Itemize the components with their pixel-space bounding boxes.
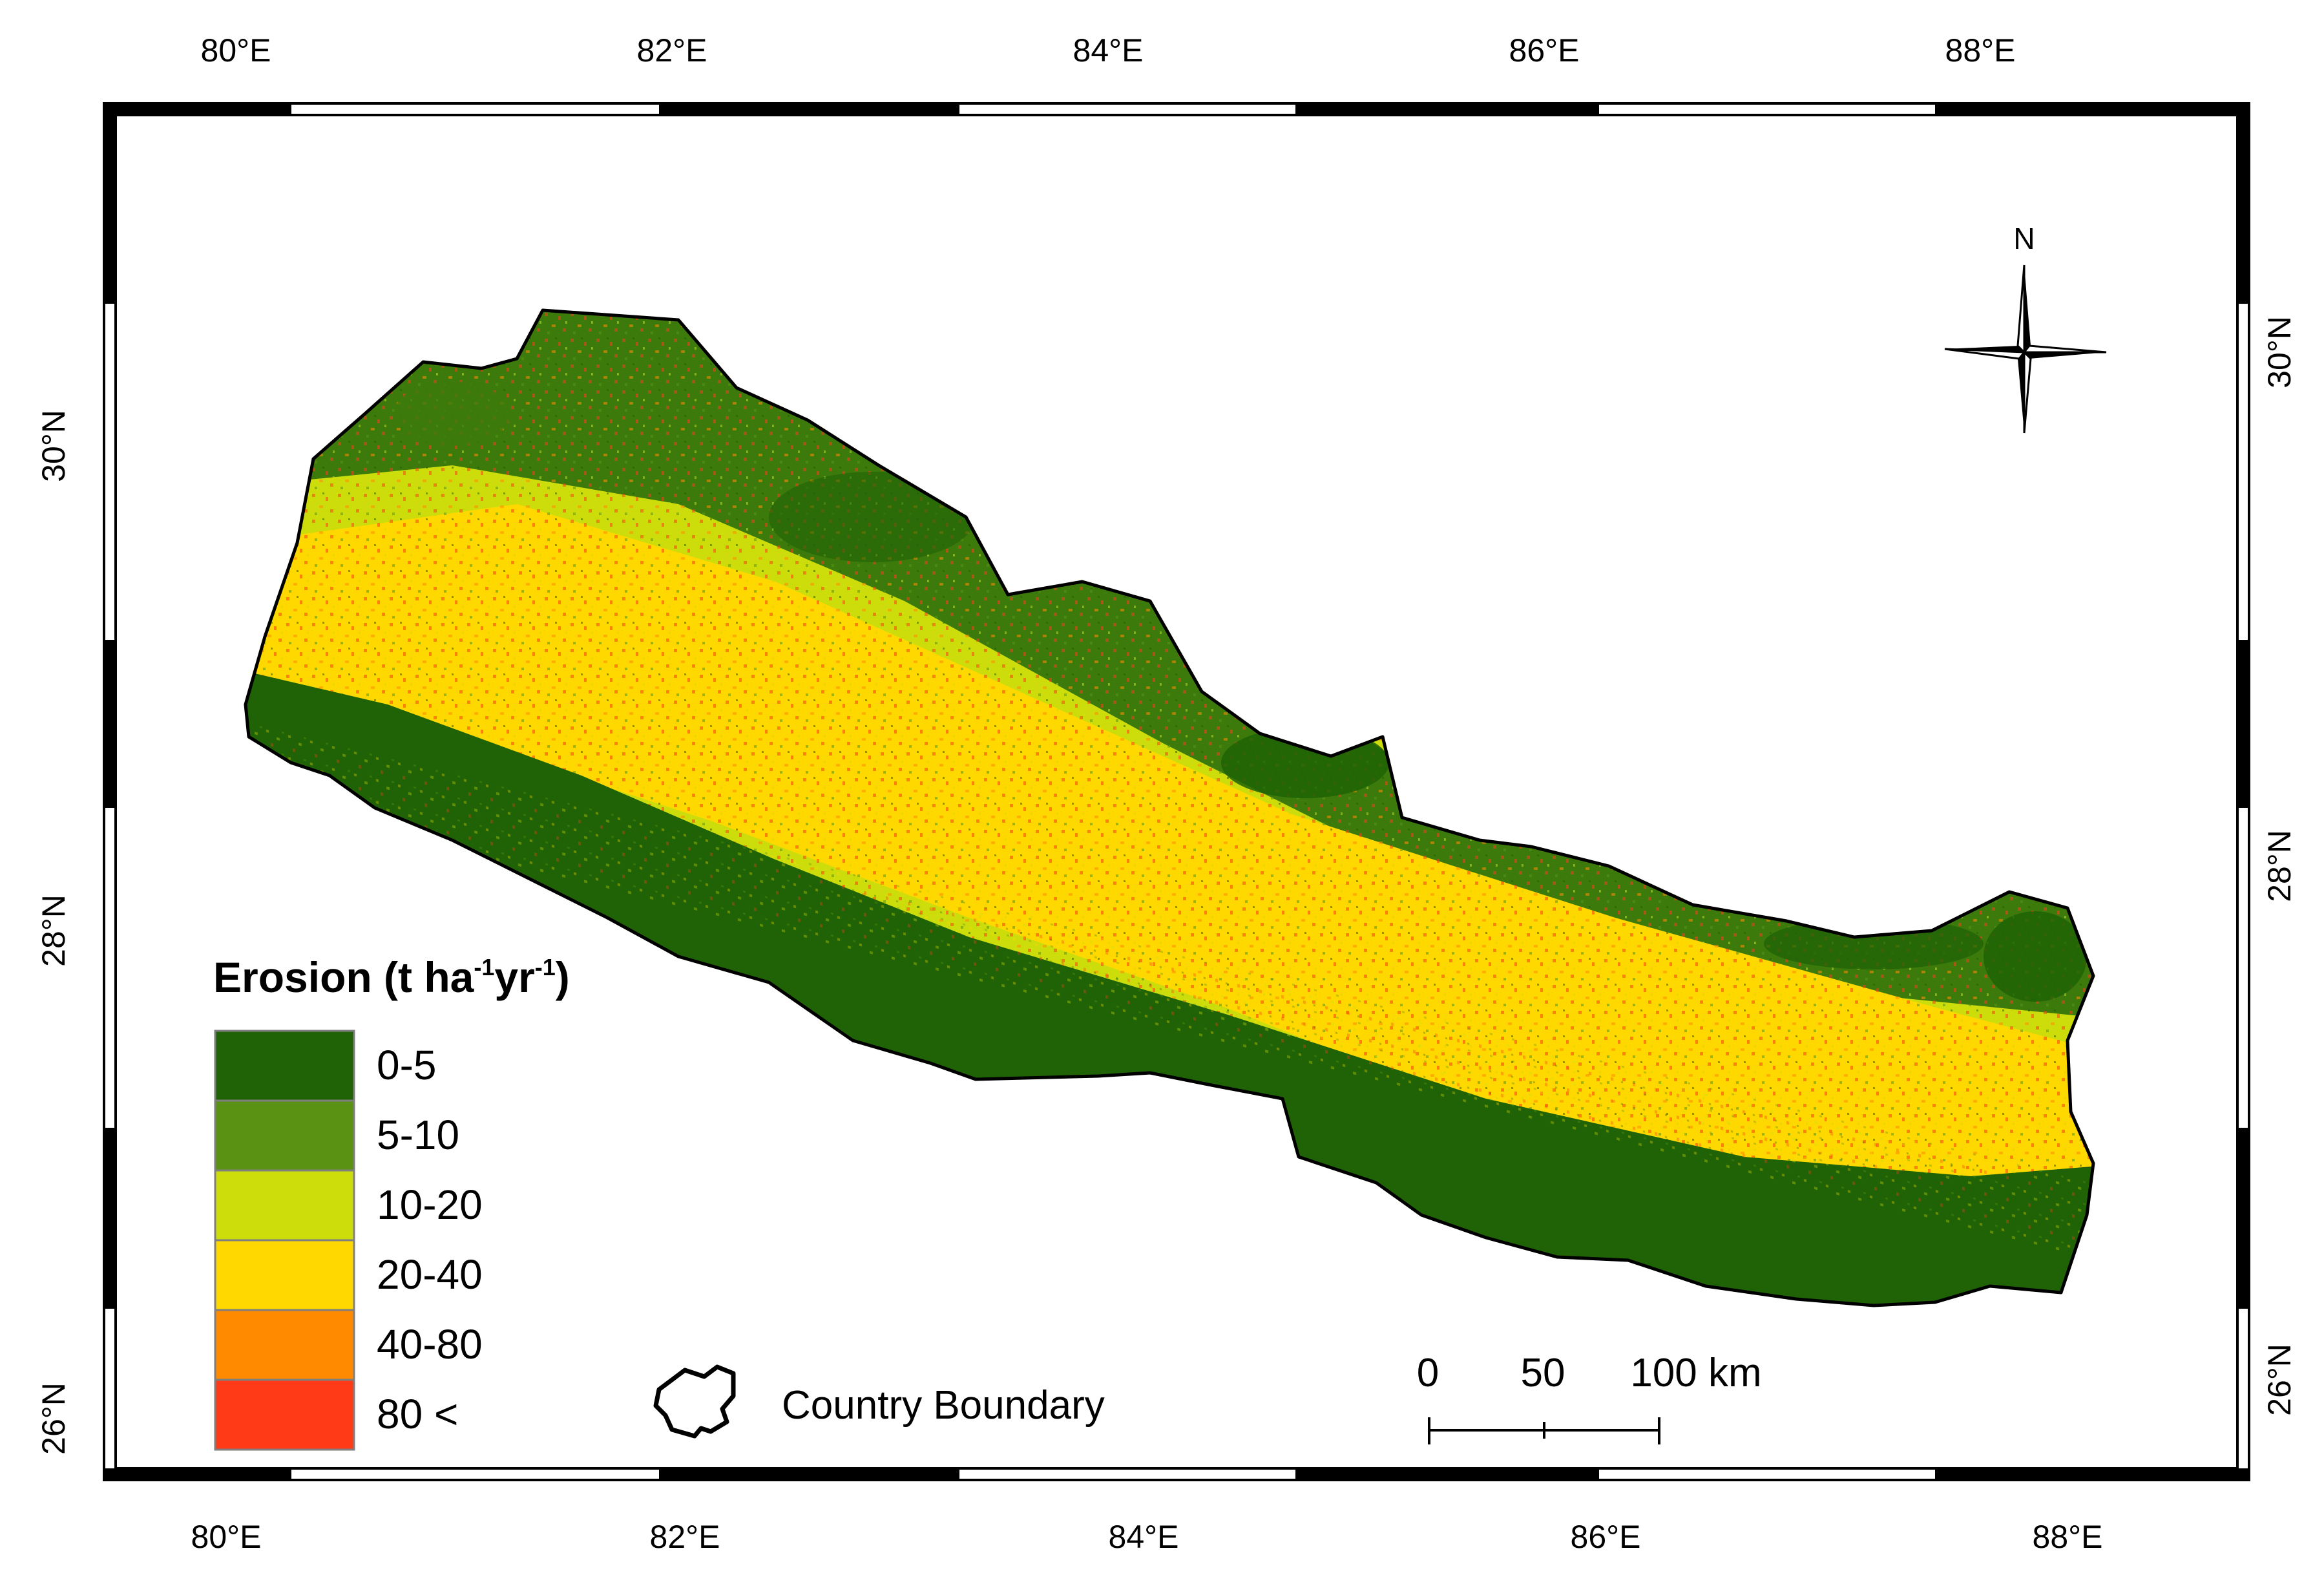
legend-swatches <box>214 1030 355 1451</box>
lon-label: 84°E <box>1073 32 1144 69</box>
legend-swatch-40-80 <box>214 1309 355 1381</box>
lat-label: 28°N <box>2261 830 2298 902</box>
legend-swatch-10-20 <box>214 1169 355 1242</box>
north-arrow: N <box>1944 222 2107 434</box>
country-boundary-outline <box>244 308 2095 1307</box>
legend-label: 10-20 <box>377 1181 483 1228</box>
legend-swatch-80-plus <box>214 1379 355 1451</box>
latitude-labels-left: 30°N 28°N 26°N <box>36 410 72 1455</box>
legend-label: 0-5 <box>377 1042 437 1088</box>
lat-label: 30°N <box>36 410 72 482</box>
lon-label: 86°E <box>1571 1519 1641 1555</box>
legend-label: 20-40 <box>377 1251 483 1298</box>
legend-label: 5-10 <box>377 1112 459 1158</box>
scale-label: 100 km <box>1630 1351 1761 1395</box>
lon-label: 88°E <box>1945 32 2016 69</box>
lat-label: 30°N <box>2261 316 2298 388</box>
lon-label: 84°E <box>1109 1519 1179 1555</box>
lat-label: 26°N <box>2261 1344 2298 1416</box>
scale-label: 50 <box>1521 1351 1565 1395</box>
legend-title: Erosion (t ha-1yr-1) <box>213 953 570 1001</box>
lat-label: 26°N <box>36 1382 72 1455</box>
longitude-labels-bottom: 80°E 82°E 84°E 86°E 88°E <box>191 1519 2103 1555</box>
lat-label: 28°N <box>36 894 72 967</box>
lon-label: 82°E <box>650 1519 720 1555</box>
legend-swatch-5-10 <box>214 1099 355 1172</box>
country-boundary-label: Country Boundary <box>782 1383 1105 1428</box>
longitude-labels-top: 80°E 82°E 84°E 86°E 88°E <box>201 32 2016 69</box>
scale-label: 0 <box>1417 1351 1439 1395</box>
legend-swatch-0-5 <box>214 1030 355 1102</box>
legend-label: 40-80 <box>377 1321 483 1368</box>
legend-label: 80 < <box>377 1391 458 1437</box>
scale-bar: 0 50 100 km <box>1417 1351 1762 1444</box>
lon-label: 86°E <box>1509 32 1580 69</box>
north-label: N <box>2013 222 2035 255</box>
lon-label: 80°E <box>191 1519 262 1555</box>
country-boundary-symbol <box>653 1364 736 1439</box>
lon-label: 80°E <box>201 32 271 69</box>
legend-swatch-20-40 <box>214 1239 355 1311</box>
latitude-labels-right: 30°N 28°N 26°N <box>2261 316 2298 1416</box>
lon-label: 88°E <box>2033 1519 2103 1555</box>
legend: Erosion (t ha-1yr-1) 0-5 5-10 10-20 20-4… <box>213 953 1105 1451</box>
lon-label: 82°E <box>637 32 707 69</box>
